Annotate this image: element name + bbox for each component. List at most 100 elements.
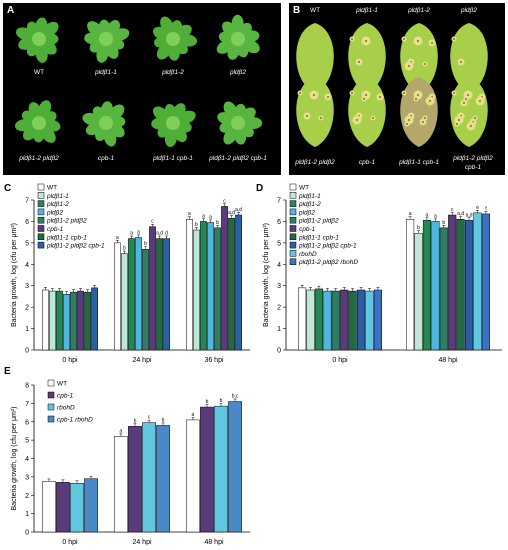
- x-tick-label: 0 hpi: [62, 539, 78, 546]
- y-tick-label: 0: [277, 348, 281, 355]
- legend-swatch: [37, 241, 45, 249]
- x-tick-label: 0 hpi: [332, 357, 348, 364]
- significance-letter: b: [123, 246, 126, 252]
- y-tick-label: 6: [25, 219, 29, 226]
- significance-letter: a: [116, 235, 119, 241]
- significance-letter: a: [130, 231, 133, 237]
- legend-label: cpb-1: [57, 393, 74, 400]
- infected-leaf: [400, 77, 438, 147]
- significance-letter: a: [188, 211, 191, 217]
- significance-letter: a,d: [466, 212, 473, 218]
- bar: [406, 219, 415, 351]
- caption-a-pldb1-2: pldβ1-2: [162, 69, 184, 76]
- bar: [135, 237, 142, 351]
- significance-letter: f: [485, 206, 487, 212]
- x-tick-label: 24 hpi: [132, 357, 152, 364]
- bar: [348, 290, 357, 351]
- significance-letter: d: [165, 231, 168, 237]
- legend-swatch: [47, 415, 55, 423]
- panel-a-photo: A WT pldβ1-1 pldβ1-2 pldβ2 pldβ1-2 pldβ2…: [3, 3, 281, 175]
- legend-label: pldβ1-2 pldβ2 cpb-1: [298, 243, 357, 250]
- legend-swatch: [47, 379, 55, 387]
- significance-letter: a: [434, 213, 437, 219]
- significance-letter: a: [409, 211, 412, 217]
- bar: [186, 419, 200, 533]
- significance-letter: b: [220, 398, 223, 404]
- bar: [356, 289, 366, 351]
- bar: [200, 221, 207, 351]
- legend-label: cpb-1: [299, 226, 316, 233]
- y-tick-label: 6: [25, 419, 29, 426]
- legend-label: WT: [47, 185, 57, 192]
- caption-b-wt: WT: [309, 7, 321, 14]
- y-tick-label: 4: [277, 262, 281, 269]
- bar: [298, 287, 307, 351]
- bar: [156, 425, 170, 533]
- caption-b-double: pldβ1-2 pldβ2: [295, 159, 335, 166]
- significance-letter: c: [148, 415, 151, 421]
- bar: [42, 289, 49, 351]
- bar: [235, 214, 242, 351]
- legend-label: pldβ1-2 pldβ2: [46, 218, 87, 225]
- legend-label: rbohD: [299, 251, 317, 258]
- significance-letter: b: [144, 241, 147, 247]
- caption-b-cpb1: cpb-1: [358, 159, 376, 166]
- y-tick-label: 7: [277, 198, 281, 205]
- legend-swatch: [289, 183, 297, 191]
- rosette-plants-image: [15, 14, 263, 148]
- legend-label: pldβ1-1 cpb-1: [46, 234, 87, 241]
- bar: [142, 249, 149, 351]
- rosette-plant: [15, 100, 61, 143]
- significance-letter: a,d: [235, 207, 242, 213]
- significance-letter: b: [417, 225, 420, 231]
- significance-letter: b: [216, 220, 219, 226]
- legend-swatch: [289, 192, 297, 199]
- bar: [414, 232, 423, 351]
- y-tick-label: 4: [25, 262, 29, 269]
- significance-letter: b: [206, 399, 209, 405]
- bar: [163, 238, 170, 351]
- infected-leaf: [348, 23, 386, 93]
- bar: [448, 214, 457, 351]
- significance-letter: b,c: [232, 394, 239, 400]
- infected-leaf: [348, 77, 386, 147]
- bar: [128, 426, 142, 533]
- rosette-plant: [82, 101, 126, 147]
- y-tick-label: 5: [25, 438, 29, 445]
- significance-letter: a: [120, 428, 123, 434]
- caption-a-triple: pldβ1-2 pldβ2 cpb-1: [209, 155, 267, 162]
- bar: [214, 405, 228, 533]
- significance-letter: b: [442, 220, 445, 226]
- legend-label: pldβ1-2: [46, 201, 69, 208]
- bar: [456, 219, 465, 351]
- significance-letter: c: [451, 207, 454, 213]
- legend-swatch: [289, 216, 297, 224]
- chart-d: 0 1 2 3 4 5 6 7 Bacteria growth, log (cfu per μm…: [263, 183, 502, 364]
- significance-letter: a: [137, 229, 140, 235]
- bar: [63, 294, 70, 351]
- bar: [70, 291, 77, 351]
- caption-a-wt: WT: [33, 69, 45, 76]
- bar: [340, 289, 349, 351]
- caption-a-pldb1-1: pldβ1-1: [95, 69, 117, 76]
- y-tick-label: 6: [277, 219, 281, 226]
- y-tick-label: 2: [25, 493, 29, 500]
- y-tick-label: 3: [25, 283, 29, 290]
- significance-letter: a: [192, 412, 195, 418]
- y-axis-label: Bacteria growth, log (cfu per μm²): [263, 223, 270, 327]
- bar: [156, 238, 163, 351]
- caption-b-triple-line2: cpb-1: [464, 164, 482, 171]
- legend-label: pldβ1-2: [298, 201, 321, 208]
- legend-label: pldβ1-1 cpb-1: [298, 234, 339, 241]
- bar: [439, 227, 448, 351]
- chart-c: 0 1 2 3 4 5 6 7 Bacteria growth, log (cfu per μm…: [11, 183, 250, 364]
- bar: [373, 289, 382, 351]
- infected-leaf: [450, 77, 488, 147]
- rosette-plant: [217, 101, 263, 145]
- legend-label: pldβ2: [298, 209, 315, 216]
- legend-swatch: [289, 200, 297, 207]
- bar: [221, 206, 228, 351]
- y-tick-label: 4: [25, 456, 29, 463]
- x-tick-label: 48 hpi: [438, 357, 458, 364]
- y-tick-label: 7: [25, 198, 29, 205]
